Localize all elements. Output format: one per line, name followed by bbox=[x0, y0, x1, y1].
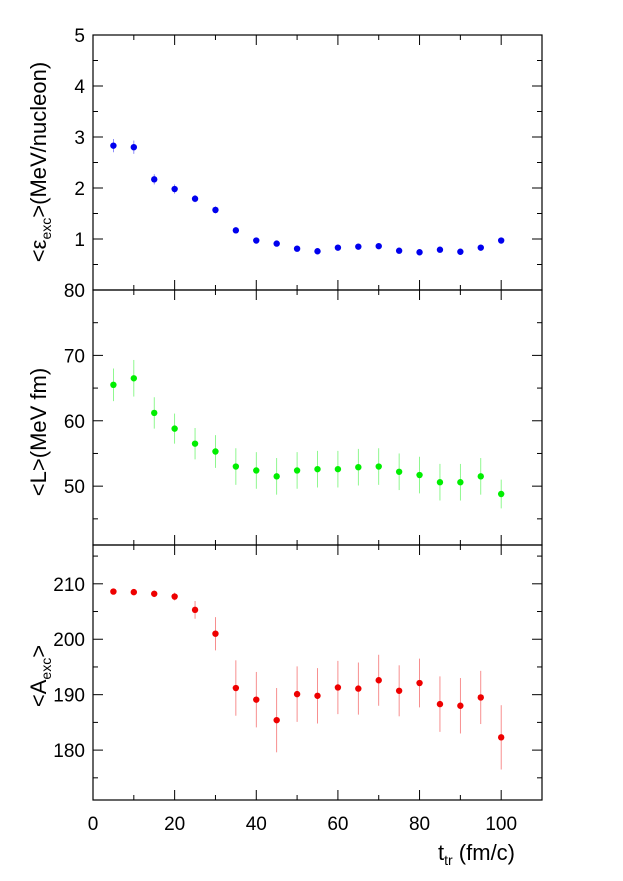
x-tick-label: 20 bbox=[164, 814, 185, 835]
data-point bbox=[191, 606, 199, 614]
data-point bbox=[334, 684, 342, 691]
y-tick-label: 2 bbox=[74, 179, 85, 200]
panel-middle-frame bbox=[92, 289, 543, 546]
x-tick-label: 80 bbox=[409, 814, 430, 835]
data-point bbox=[497, 237, 505, 244]
y-tick-label: 70 bbox=[64, 346, 85, 367]
data-point bbox=[436, 246, 444, 253]
y-tick-label: 50 bbox=[64, 477, 85, 498]
data-point bbox=[436, 700, 444, 708]
data-point bbox=[293, 245, 301, 252]
y-tick-label: 5 bbox=[74, 26, 85, 47]
x-tick-label: 0 bbox=[88, 814, 99, 835]
x-tick-label: 100 bbox=[485, 814, 517, 835]
data-point bbox=[497, 490, 505, 498]
y-tick-label: 210 bbox=[53, 575, 85, 596]
data-point bbox=[191, 440, 199, 447]
data-point bbox=[457, 702, 464, 709]
data-point bbox=[110, 381, 117, 389]
y-tick-label: 190 bbox=[53, 686, 85, 707]
data-point bbox=[232, 684, 240, 692]
data-point bbox=[314, 248, 321, 255]
data-point bbox=[273, 473, 280, 480]
data-point bbox=[293, 467, 301, 474]
data-point bbox=[375, 242, 382, 250]
data-point bbox=[436, 479, 444, 486]
data-point bbox=[151, 176, 158, 183]
data-point bbox=[253, 237, 260, 244]
data-point bbox=[273, 240, 280, 247]
x-axis-title: ttr (fm/c) bbox=[438, 840, 515, 868]
data-point bbox=[395, 468, 403, 475]
y-tick-label: 60 bbox=[64, 412, 85, 433]
data-point bbox=[293, 690, 301, 698]
data-point bbox=[130, 588, 138, 596]
data-point bbox=[395, 247, 403, 254]
panel-bottom-frame bbox=[92, 544, 543, 801]
data-point bbox=[273, 716, 280, 724]
data-point bbox=[212, 448, 219, 455]
data-point bbox=[375, 463, 382, 470]
data-point bbox=[477, 244, 484, 251]
data-point bbox=[416, 471, 423, 479]
data-point bbox=[334, 244, 342, 251]
data-point bbox=[497, 734, 505, 741]
data-point bbox=[171, 593, 178, 600]
data-point bbox=[375, 677, 382, 684]
data-point bbox=[130, 375, 138, 382]
data-point bbox=[212, 630, 219, 637]
data-point bbox=[314, 465, 321, 473]
data-point bbox=[477, 694, 484, 701]
data-point bbox=[130, 144, 138, 151]
data-point bbox=[334, 465, 342, 473]
data-point bbox=[171, 185, 178, 193]
y-tick-label: 200 bbox=[53, 630, 85, 651]
x-tick-label: 40 bbox=[246, 814, 267, 835]
y-axis-title-middle: <L>(MeV fm) bbox=[26, 368, 51, 496]
y-tick-label: 4 bbox=[74, 77, 85, 98]
data-point bbox=[395, 687, 403, 694]
data-point bbox=[416, 249, 423, 256]
data-point bbox=[253, 467, 260, 474]
y-axis-title-top: <εexc>(MeV/nucleon) bbox=[26, 62, 54, 262]
data-point bbox=[232, 463, 240, 470]
y-tick-label: 3 bbox=[74, 128, 85, 149]
y-tick-label: 80 bbox=[64, 281, 85, 302]
data-point bbox=[416, 679, 423, 687]
data-point bbox=[151, 409, 158, 417]
data-point bbox=[171, 425, 178, 432]
data-point bbox=[355, 463, 362, 471]
data-point bbox=[191, 195, 199, 202]
data-point bbox=[457, 248, 464, 255]
data-point bbox=[457, 479, 464, 486]
y-tick-label: 180 bbox=[53, 741, 85, 762]
data-point bbox=[110, 588, 117, 595]
data-point bbox=[253, 696, 260, 703]
y-tick-label: 1 bbox=[74, 230, 85, 251]
data-point bbox=[110, 142, 117, 149]
data-point bbox=[212, 206, 219, 214]
y-axis-title-bottom: <Aexc> bbox=[26, 645, 54, 707]
data-point bbox=[355, 685, 362, 692]
data-point bbox=[477, 473, 484, 480]
data-point bbox=[232, 227, 240, 234]
x-tick-label: 60 bbox=[327, 814, 348, 835]
data-point bbox=[314, 692, 321, 699]
data-point bbox=[151, 590, 158, 597]
data-point bbox=[355, 243, 362, 250]
